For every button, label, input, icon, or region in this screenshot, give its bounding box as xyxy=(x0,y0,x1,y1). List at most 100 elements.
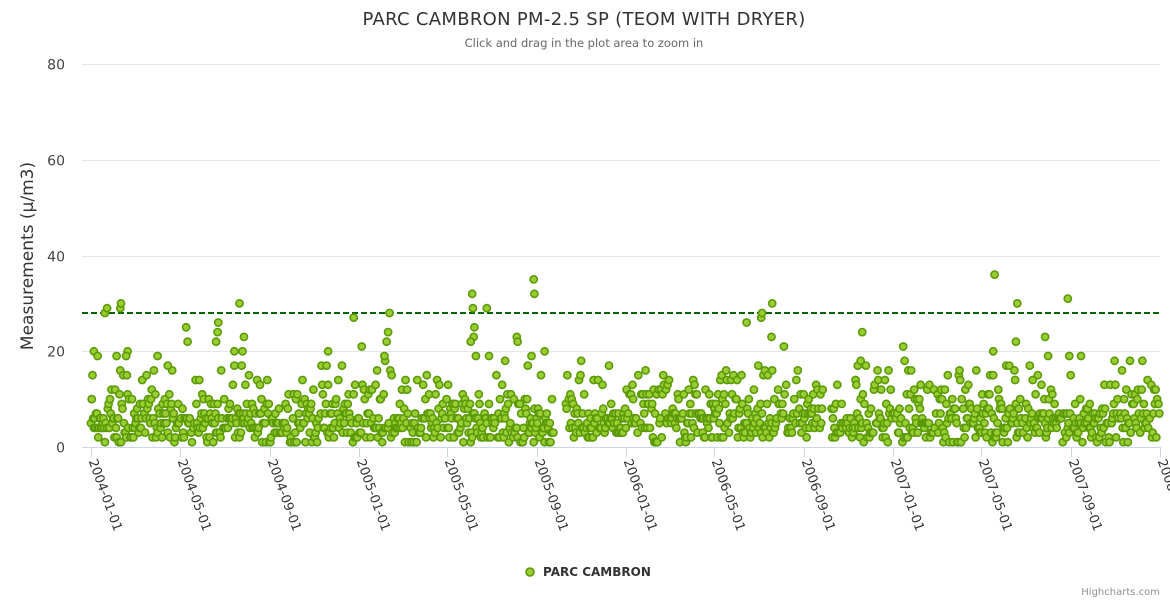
data-point[interactable] xyxy=(169,409,179,418)
data-point[interactable] xyxy=(606,399,616,409)
data-point[interactable] xyxy=(943,370,953,380)
data-point[interactable] xyxy=(1111,380,1120,390)
data-point[interactable] xyxy=(379,389,389,399)
data-point[interactable] xyxy=(1139,399,1149,409)
legend[interactable]: PARC CAMBRON xyxy=(525,565,651,579)
data-point[interactable] xyxy=(721,365,731,375)
data-point[interactable] xyxy=(333,375,343,385)
data-point[interactable] xyxy=(349,313,359,323)
data-point[interactable] xyxy=(211,337,221,347)
data-point[interactable] xyxy=(664,375,674,385)
data-point[interactable] xyxy=(244,370,254,380)
data-point[interactable] xyxy=(866,404,876,414)
data-point[interactable] xyxy=(757,409,767,418)
data-point[interactable] xyxy=(118,404,127,414)
data-point[interactable] xyxy=(1064,351,1074,361)
data-point[interactable] xyxy=(164,389,174,399)
data-point[interactable] xyxy=(294,409,304,418)
data-point[interactable] xyxy=(915,404,925,414)
data-point[interactable] xyxy=(868,428,878,437)
data-point[interactable] xyxy=(971,365,981,375)
data-point[interactable] xyxy=(219,394,229,404)
data-point[interactable] xyxy=(412,437,421,447)
data-point[interactable] xyxy=(111,423,121,433)
data-point[interactable] xyxy=(641,365,650,375)
data-point[interactable] xyxy=(985,389,994,399)
data-point[interactable] xyxy=(955,375,965,385)
data-point[interactable] xyxy=(465,399,475,409)
data-point[interactable] xyxy=(318,389,328,399)
data-point[interactable] xyxy=(856,356,866,366)
data-point[interactable] xyxy=(1100,404,1110,414)
data-point[interactable] xyxy=(674,394,683,404)
data-point[interactable] xyxy=(1117,365,1127,375)
data-point[interactable] xyxy=(283,404,293,414)
data-point[interactable] xyxy=(377,437,387,447)
data-point[interactable] xyxy=(749,385,759,394)
data-point[interactable] xyxy=(292,437,301,447)
data-point[interactable] xyxy=(306,399,316,409)
data-point[interactable] xyxy=(773,385,783,394)
data-point[interactable] xyxy=(913,428,923,437)
data-point[interactable] xyxy=(527,351,536,361)
data-point[interactable] xyxy=(993,385,1003,394)
data-point[interactable] xyxy=(374,413,383,423)
data-point[interactable] xyxy=(503,399,513,409)
data-point[interactable] xyxy=(153,351,162,361)
data-point[interactable] xyxy=(208,437,218,447)
data-point[interactable] xyxy=(549,428,558,437)
data-point[interactable] xyxy=(115,389,124,399)
data-point[interactable] xyxy=(598,380,607,390)
data-point[interactable] xyxy=(692,389,702,399)
data-point[interactable] xyxy=(898,342,908,351)
data-point[interactable] xyxy=(442,394,451,404)
data-point[interactable] xyxy=(1151,432,1161,442)
data-point[interactable] xyxy=(724,428,734,437)
data-point[interactable] xyxy=(645,423,655,433)
data-point[interactable] xyxy=(343,399,353,409)
data-point[interactable] xyxy=(992,428,1002,437)
data-point[interactable] xyxy=(468,303,478,313)
data-point[interactable] xyxy=(1078,437,1087,447)
data-point[interactable] xyxy=(658,370,668,380)
data-point[interactable] xyxy=(1034,428,1044,437)
data-point[interactable] xyxy=(105,394,115,404)
data-point[interactable] xyxy=(628,380,637,390)
data-point[interactable] xyxy=(1025,361,1035,370)
data-point[interactable] xyxy=(112,351,121,361)
data-point[interactable] xyxy=(861,361,871,370)
data-point[interactable] xyxy=(1009,409,1019,418)
data-point[interactable] xyxy=(401,375,410,385)
data-point[interactable] xyxy=(604,361,614,370)
data-point[interactable] xyxy=(519,423,528,433)
legend-marker-icon[interactable] xyxy=(525,567,535,577)
data-point[interactable] xyxy=(163,361,173,370)
data-point[interactable] xyxy=(916,380,926,390)
data-point[interactable] xyxy=(1048,389,1057,399)
data-point[interactable] xyxy=(113,413,123,423)
data-point[interactable] xyxy=(639,409,649,418)
data-point[interactable] xyxy=(410,409,420,418)
data-point[interactable] xyxy=(495,394,505,404)
data-point[interactable] xyxy=(484,399,494,409)
legend-item-parc-cambron[interactable]: PARC CAMBRON xyxy=(543,565,651,579)
data-point[interactable] xyxy=(402,385,412,394)
data-point[interactable] xyxy=(1138,356,1147,366)
data-point[interactable] xyxy=(894,428,904,437)
data-point[interactable] xyxy=(1010,375,1020,385)
data-point[interactable] xyxy=(1105,437,1114,447)
data-point[interactable] xyxy=(262,375,272,385)
data-point[interactable] xyxy=(323,380,333,390)
data-point[interactable] xyxy=(1031,389,1040,399)
data-point[interactable] xyxy=(950,404,960,414)
data-point[interactable] xyxy=(952,418,961,428)
data-point[interactable] xyxy=(161,418,171,428)
data-point[interactable] xyxy=(532,418,542,428)
data-point[interactable] xyxy=(647,399,657,409)
data-point[interactable] xyxy=(562,370,572,380)
data-point[interactable] xyxy=(484,351,494,361)
data-point[interactable] xyxy=(421,432,431,442)
data-point[interactable] xyxy=(467,432,477,442)
data-point[interactable] xyxy=(990,270,999,279)
